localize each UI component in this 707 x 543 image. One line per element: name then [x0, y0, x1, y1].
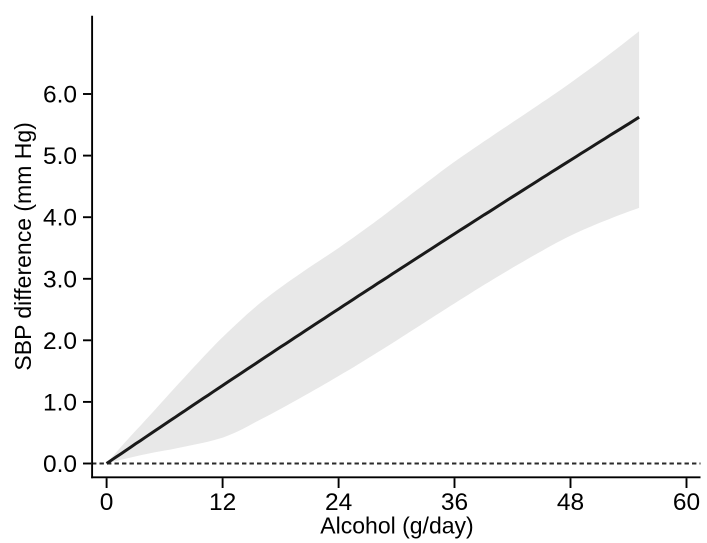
svg-text:12: 12: [209, 489, 236, 516]
svg-text:6.0: 6.0: [43, 82, 77, 109]
svg-text:5.0: 5.0: [43, 143, 77, 170]
svg-text:1.0: 1.0: [43, 389, 77, 416]
svg-text:0: 0: [100, 489, 114, 516]
svg-text:2.0: 2.0: [43, 328, 77, 355]
svg-text:36: 36: [441, 489, 468, 516]
svg-text:60: 60: [673, 489, 700, 516]
svg-text:0.0: 0.0: [43, 451, 77, 478]
svg-text:SBP difference (mm Hg): SBP difference (mm Hg): [10, 122, 36, 370]
svg-text:Alcohol (g/day): Alcohol (g/day): [320, 513, 473, 539]
svg-text:3.0: 3.0: [43, 266, 77, 293]
svg-text:24: 24: [325, 489, 352, 516]
svg-text:48: 48: [557, 489, 584, 516]
svg-text:4.0: 4.0: [43, 205, 77, 232]
